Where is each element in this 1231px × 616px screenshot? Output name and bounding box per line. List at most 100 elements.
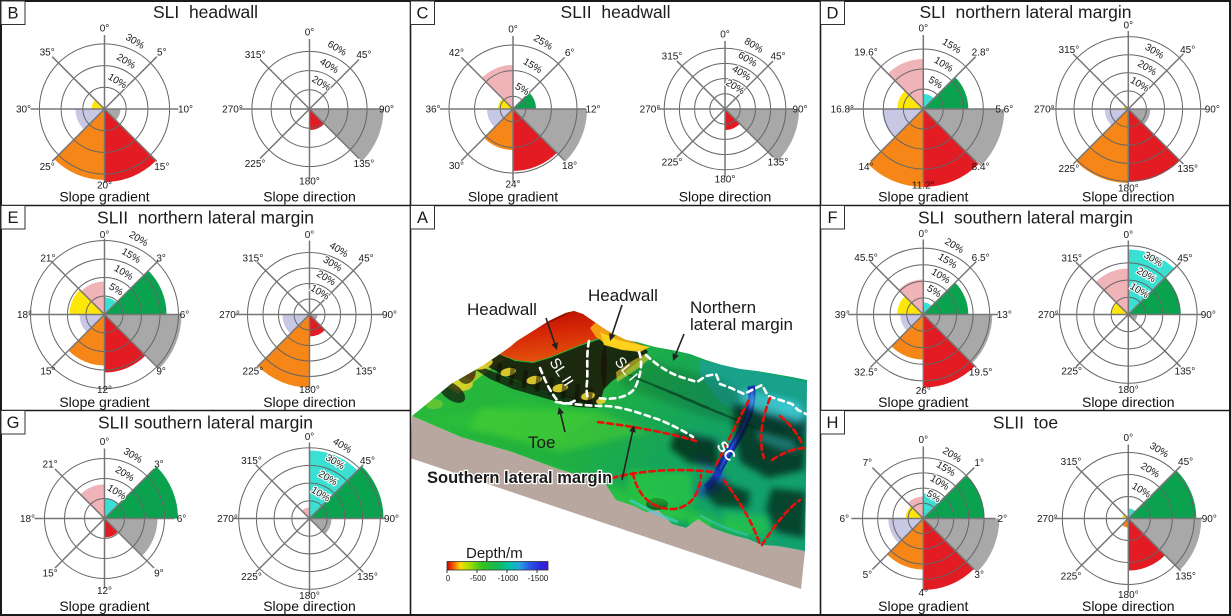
svg-text:0°: 0° xyxy=(720,30,730,41)
svg-text:0°: 0° xyxy=(508,25,518,36)
svg-text:135°: 135° xyxy=(356,367,377,378)
svg-text:180°: 180° xyxy=(1118,590,1139,601)
svg-text:SLII headwall: SLII headwall xyxy=(561,2,671,22)
svg-text:Toe: Toe xyxy=(528,433,555,452)
svg-text:Slope gradient: Slope gradient xyxy=(878,189,968,205)
svg-text:6.5°: 6.5° xyxy=(972,253,990,264)
svg-text:225°: 225° xyxy=(662,158,683,169)
svg-text:39°: 39° xyxy=(835,310,850,321)
svg-text:21°: 21° xyxy=(40,254,55,265)
svg-text:16.8°: 16.8° xyxy=(831,105,854,116)
svg-text:315°: 315° xyxy=(1059,45,1080,56)
svg-text:Slope direction: Slope direction xyxy=(679,189,772,205)
svg-text:0°: 0° xyxy=(100,437,110,448)
svg-text:315°: 315° xyxy=(245,50,266,61)
svg-text:Slope gradient: Slope gradient xyxy=(59,189,149,205)
svg-text:Slope direction: Slope direction xyxy=(1082,189,1175,205)
svg-text:32.5°: 32.5° xyxy=(854,367,877,378)
svg-text:1°: 1° xyxy=(974,458,984,469)
svg-text:90°: 90° xyxy=(379,105,394,116)
svg-text:10°: 10° xyxy=(178,105,193,116)
svg-text:19.5°: 19.5° xyxy=(969,367,992,378)
svg-text:0°: 0° xyxy=(100,230,110,241)
svg-text:Slope gradient: Slope gradient xyxy=(878,598,968,614)
svg-text:H: H xyxy=(827,414,839,432)
svg-text:Slope gradient: Slope gradient xyxy=(59,394,149,410)
svg-text:Slope gradient: Slope gradient xyxy=(878,394,968,410)
svg-text:225°: 225° xyxy=(241,572,262,583)
svg-text:-500: -500 xyxy=(470,574,487,583)
svg-text:-1500: -1500 xyxy=(528,574,549,583)
svg-text:SLI northern lateral margin: SLI northern lateral margin xyxy=(919,2,1131,22)
svg-text:270°: 270° xyxy=(1037,514,1058,525)
svg-text:35°: 35° xyxy=(40,47,55,58)
svg-text:18°: 18° xyxy=(17,310,32,321)
svg-text:45°: 45° xyxy=(770,52,785,63)
svg-text:SLI headwall: SLI headwall xyxy=(153,2,258,22)
svg-text:90°: 90° xyxy=(792,105,807,116)
svg-text:19.6°: 19.6° xyxy=(854,47,877,58)
svg-text:0: 0 xyxy=(446,574,451,583)
svg-text:14°: 14° xyxy=(858,162,873,173)
svg-text:90°: 90° xyxy=(382,310,397,321)
svg-text:26°: 26° xyxy=(916,386,931,397)
svg-text:0°: 0° xyxy=(919,435,929,446)
svg-text:5.6°: 5.6° xyxy=(995,105,1013,116)
svg-text:0°: 0° xyxy=(919,229,929,240)
svg-text:90°: 90° xyxy=(1202,514,1217,525)
svg-text:Southern lateral margin: Southern lateral margin xyxy=(427,469,612,487)
svg-text:225°: 225° xyxy=(1061,571,1082,582)
svg-text:6°: 6° xyxy=(177,514,187,525)
svg-text:15°: 15° xyxy=(40,367,55,378)
svg-text:225°: 225° xyxy=(1061,367,1082,378)
svg-text:3°: 3° xyxy=(154,460,164,471)
svg-text:45°: 45° xyxy=(1178,457,1193,468)
svg-text:6°: 6° xyxy=(180,310,190,321)
svg-text:0°: 0° xyxy=(305,230,315,241)
svg-text:18°: 18° xyxy=(20,514,35,525)
svg-text:135°: 135° xyxy=(354,159,375,170)
svg-text:SLII toe: SLII toe xyxy=(993,413,1058,433)
svg-text:180°: 180° xyxy=(299,385,320,396)
svg-text:Depth/m: Depth/m xyxy=(466,545,523,562)
svg-text:-1000: -1000 xyxy=(498,574,519,583)
svg-text:Slope direction: Slope direction xyxy=(263,394,356,410)
svg-text:135°: 135° xyxy=(1177,164,1198,175)
svg-text:Slope gradient: Slope gradient xyxy=(468,189,558,205)
svg-text:45°: 45° xyxy=(360,456,375,467)
svg-text:315°: 315° xyxy=(1061,254,1082,265)
svg-text:270°: 270° xyxy=(1038,310,1059,321)
svg-text:12°: 12° xyxy=(97,385,112,396)
svg-text:6°: 6° xyxy=(840,514,850,525)
svg-text:270°: 270° xyxy=(222,105,243,116)
svg-text:45°: 45° xyxy=(356,50,371,61)
svg-text:45°: 45° xyxy=(359,254,374,265)
svg-text:42°: 42° xyxy=(449,48,464,59)
svg-text:21°: 21° xyxy=(43,460,58,471)
svg-text:C: C xyxy=(417,5,429,23)
svg-text:lateral margin: lateral margin xyxy=(690,315,793,334)
svg-text:225°: 225° xyxy=(243,367,264,378)
svg-text:0°: 0° xyxy=(1124,230,1134,241)
svg-text:3°: 3° xyxy=(974,570,984,581)
svg-text:Slope direction: Slope direction xyxy=(1082,394,1175,410)
svg-text:0°: 0° xyxy=(1124,433,1134,444)
svg-text:0°: 0° xyxy=(100,24,110,35)
svg-text:0°: 0° xyxy=(305,432,315,443)
svg-text:Headwall: Headwall xyxy=(588,286,658,305)
svg-text:F: F xyxy=(827,209,837,227)
svg-text:13°: 13° xyxy=(997,310,1012,321)
svg-text:315°: 315° xyxy=(1061,457,1082,468)
svg-text:Slope direction: Slope direction xyxy=(1082,598,1175,614)
svg-text:B: B xyxy=(7,5,18,23)
svg-text:20°: 20° xyxy=(97,181,112,192)
svg-text:2.8°: 2.8° xyxy=(972,47,990,58)
svg-text:180°: 180° xyxy=(715,175,736,186)
svg-text:SLII southern lateral margin: SLII southern lateral margin xyxy=(98,413,313,433)
svg-text:36°: 36° xyxy=(425,105,440,116)
svg-text:135°: 135° xyxy=(1175,367,1196,378)
svg-text:Headwall: Headwall xyxy=(467,300,537,319)
svg-text:135°: 135° xyxy=(1175,571,1196,582)
svg-text:7°: 7° xyxy=(863,458,873,469)
svg-text:180°: 180° xyxy=(299,177,320,188)
